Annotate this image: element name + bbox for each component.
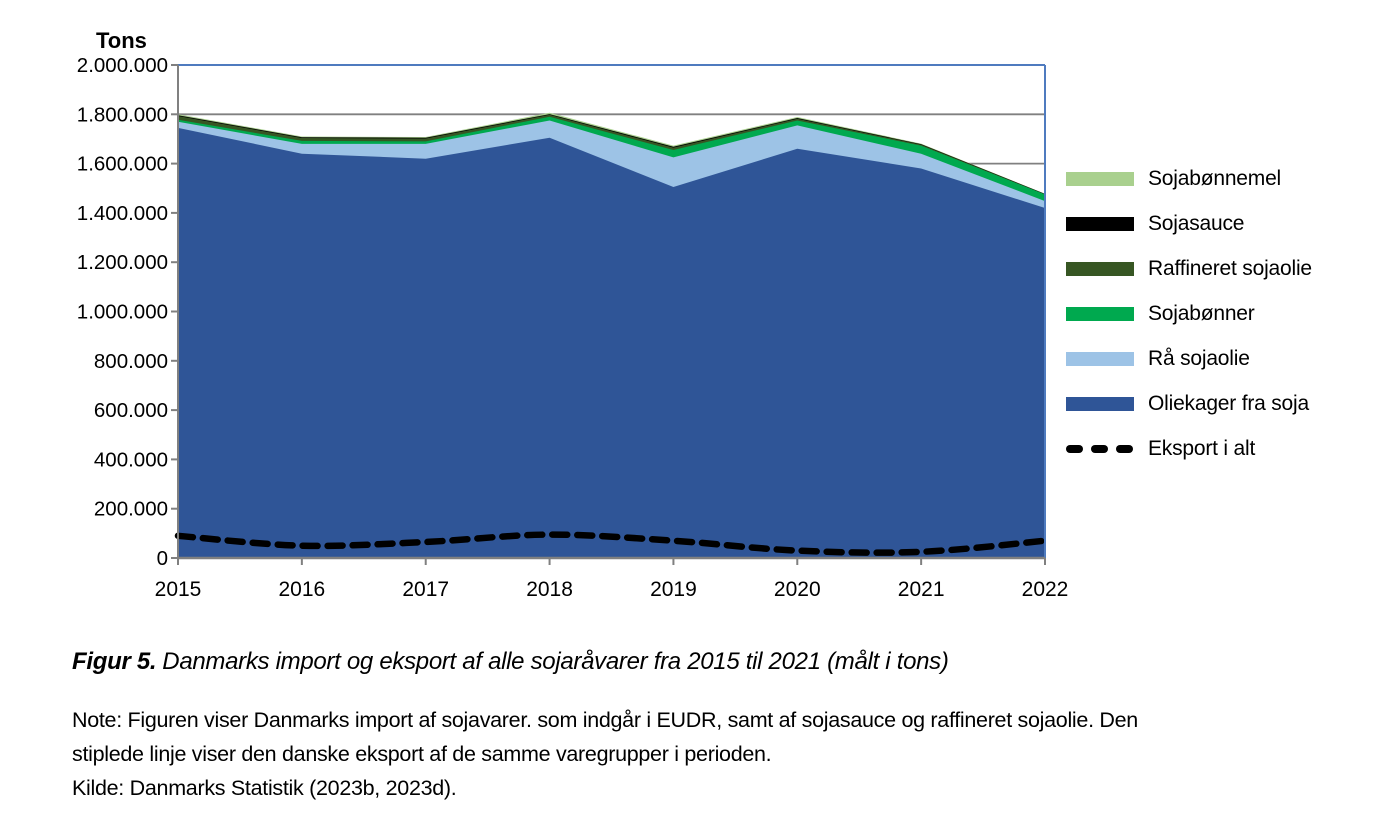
y-axis-label: 800.000	[94, 350, 168, 373]
figure-note: Note: Figuren viser Danmarks import af s…	[72, 703, 1372, 805]
x-axis-label: 2017	[402, 578, 449, 601]
legend-item-sojasauce: Sojasauce	[1066, 201, 1312, 246]
y-axis-label: 200.000	[94, 498, 168, 521]
legend-label: Oliekager fra soja	[1148, 391, 1309, 415]
note-line-2: stiplede linje viser den danske eksport …	[72, 742, 772, 766]
x-axis-label: 2016	[278, 578, 325, 601]
legend-label: Raffineret sojaolie	[1148, 256, 1312, 280]
legend-label: Sojasauce	[1148, 211, 1245, 235]
legend-label: Sojabønner	[1148, 301, 1255, 325]
legend-swatch-ra-sojaolie	[1066, 351, 1134, 366]
y-axis-label: 2.000.000	[77, 54, 168, 77]
figure-caption: Figur 5. Danmarks import og eksport af al…	[72, 648, 1372, 676]
chart-legend: Sojabønnemel Sojasauce Raffineret sojaol…	[1066, 156, 1312, 471]
x-axis-label: 2020	[774, 578, 821, 601]
y-axis-label: 600.000	[94, 399, 168, 422]
y-axis-label: 1.400.000	[77, 202, 168, 225]
x-axis-label: 2021	[898, 578, 945, 601]
figure-number: Figur 5.	[72, 648, 157, 675]
y-axis-label: 0	[157, 547, 168, 570]
legend-swatch-raffineret-sojaolie	[1066, 261, 1134, 276]
legend-item-sojabonnemel: Sojabønnemel	[1066, 156, 1312, 201]
y-axis-title: Tons	[96, 28, 147, 53]
legend-swatch-oliekager-fra-soja	[1066, 396, 1134, 411]
legend-item-sojabonner: Sojabønner	[1066, 291, 1312, 336]
legend-swatch-sojabonnemel	[1066, 171, 1134, 186]
legend-label: Rå sojaolie	[1148, 346, 1250, 370]
figure-source: Kilde: Danmarks Statistik (2023b, 2023d)…	[72, 776, 457, 800]
x-axis-label: 2022	[1022, 578, 1069, 601]
y-axis-label: 400.000	[94, 448, 168, 471]
x-axis-label: 2019	[650, 578, 697, 601]
legend-item-ra-sojaolie: Rå sojaolie	[1066, 336, 1312, 381]
x-axis-label: 2018	[526, 578, 573, 601]
legend-item-raffineret-sojaolie: Raffineret sojaolie	[1066, 246, 1312, 291]
chart-plot-area: 0 200.000 400.000 600.000 800.000 1.000.000 1.…	[77, 54, 1069, 601]
y-axis-label: 1.800.000	[77, 103, 168, 126]
y-axis-label: 1.200.000	[77, 251, 168, 274]
legend-swatch-sojabonner	[1066, 306, 1134, 321]
legend-item-oliekager-fra-soja: Oliekager fra soja	[1066, 381, 1312, 426]
line-eksport-i-alt	[174, 531, 1049, 556]
x-axis-label: 2015	[155, 578, 202, 601]
legend-label: Eksport i alt	[1148, 436, 1256, 460]
legend-item-eksport-i-alt: Eksport i alt	[1066, 426, 1312, 471]
area-oliekager-fra-soja	[178, 127, 1045, 559]
note-line-1: Note: Figuren viser Danmarks import af s…	[72, 708, 1138, 732]
figure-caption-text: Danmarks import og eksport af alle sojar…	[162, 648, 949, 675]
y-axis-label: 1.000.000	[77, 301, 168, 324]
legend-swatch-sojasauce	[1066, 216, 1134, 231]
y-axis-label: 1.600.000	[77, 153, 168, 176]
legend-swatch-dashed-line	[1066, 442, 1134, 456]
legend-label: Sojabønnemel	[1148, 166, 1282, 190]
